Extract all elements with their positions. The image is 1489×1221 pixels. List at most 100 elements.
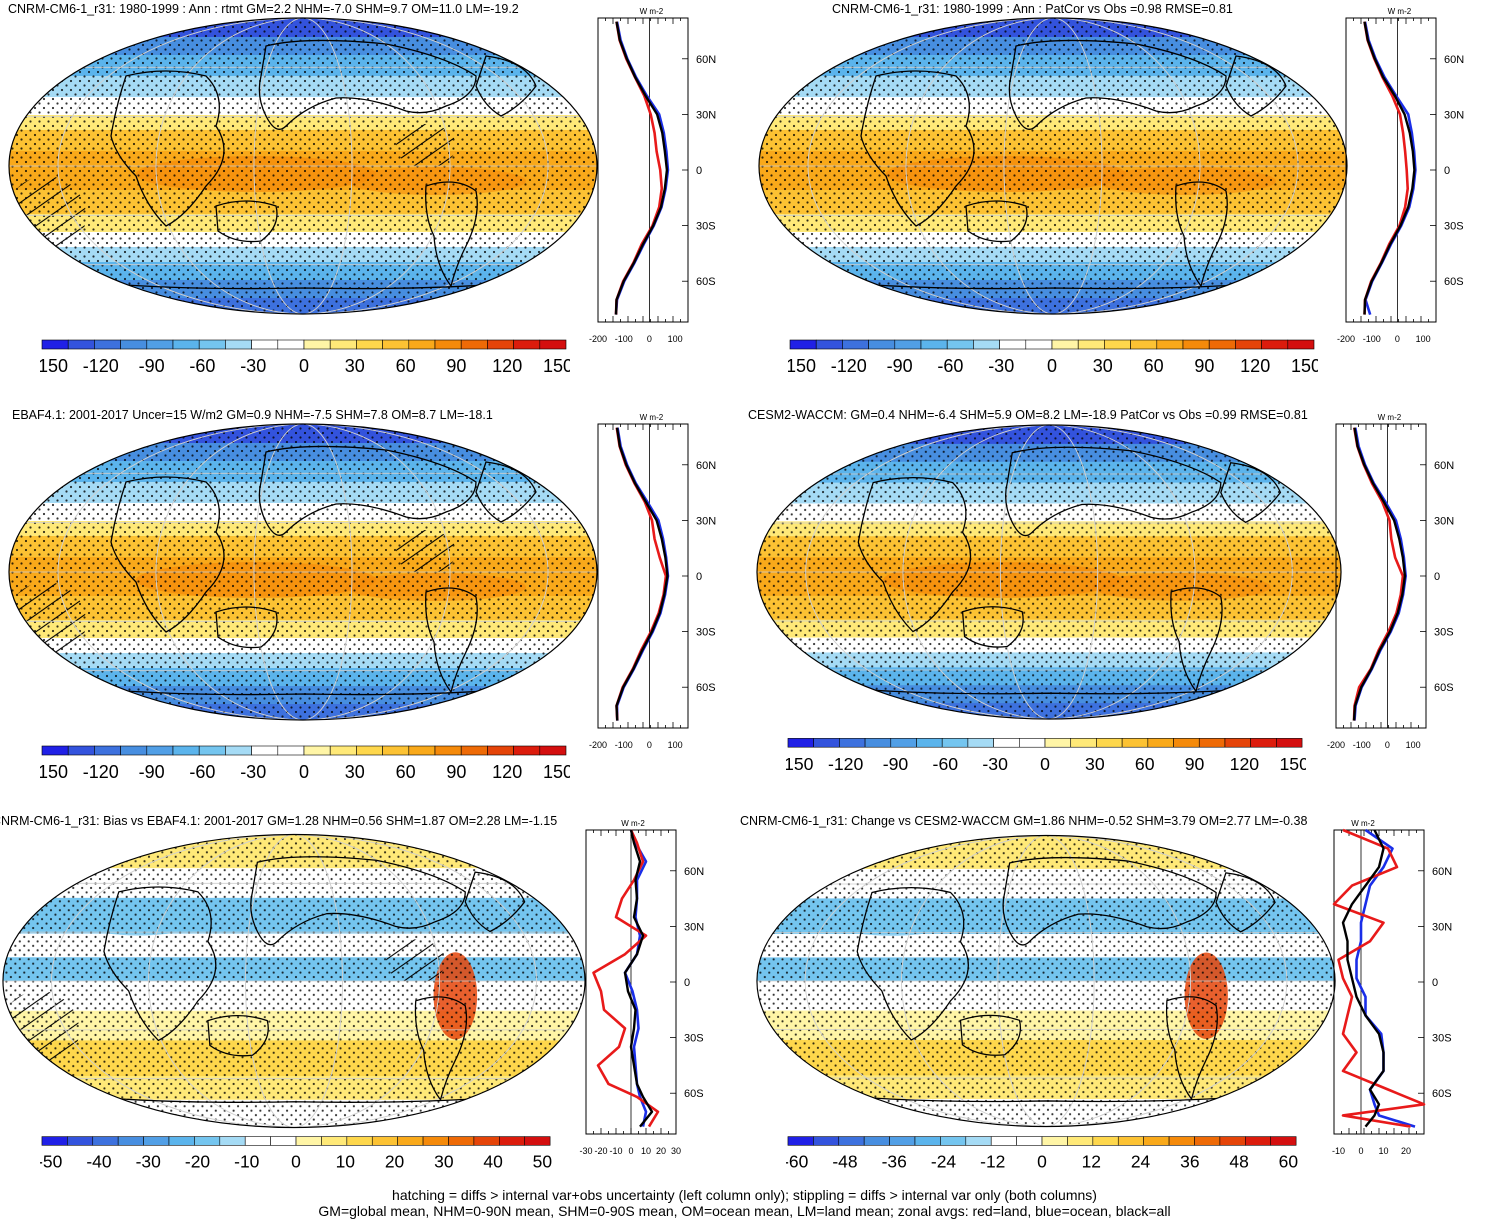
colorbar-box xyxy=(1067,1136,1094,1146)
hatching xyxy=(386,939,446,983)
coastline xyxy=(258,39,477,130)
colorbar-label: -20 xyxy=(185,1152,211,1172)
x-tick-label: 100 xyxy=(1416,334,1431,344)
unit-label: W m-2 xyxy=(1378,413,1402,422)
panel-title: CNRM-CM6-1_r31: Change vs CESM2-WACCM GM… xyxy=(740,814,1308,828)
colorbar-box xyxy=(1044,738,1072,748)
lat-tick-label: 30S xyxy=(1434,627,1454,639)
lat-tick-label: 30S xyxy=(684,1033,704,1045)
colorbar-label: 0 xyxy=(1040,754,1050,774)
colorbar-box xyxy=(1096,738,1123,748)
colorbar-box xyxy=(993,738,1020,748)
colorbar-label: -150 xyxy=(40,356,68,376)
panel-2: CNRM-CM6-1_r31: 1980-1999 : Ann : PatCor… xyxy=(748,0,1489,395)
colorbar-box xyxy=(277,745,305,756)
colorbar-box xyxy=(434,745,462,756)
colorbar-box xyxy=(1156,339,1184,350)
colorbar-box xyxy=(813,738,840,748)
lat-tick-label: 60S xyxy=(696,682,716,694)
graticule-lon xyxy=(51,834,537,1128)
colorbar-label: -40 xyxy=(86,1152,112,1172)
lat-tick-label: 30N xyxy=(684,921,704,933)
colorbar-box xyxy=(198,339,226,350)
colorbar-box xyxy=(146,745,174,756)
unit-label: W m-2 xyxy=(640,413,664,422)
colorbar-box xyxy=(434,339,462,350)
graticule-lon xyxy=(901,835,1191,1127)
panel-1: CNRM-CM6-1_r31: 1980-1999 : Ann : rtmt G… xyxy=(0,0,740,395)
colorbar-box xyxy=(270,1136,297,1146)
graticule-lon xyxy=(905,18,1201,314)
colorbar-box xyxy=(889,1136,916,1146)
colorbar-box xyxy=(914,1136,941,1146)
colorbar-box xyxy=(1025,339,1053,350)
coastline xyxy=(860,70,975,227)
colorbar-box xyxy=(67,1136,94,1146)
colorbar-box xyxy=(198,745,226,756)
colorbar-box xyxy=(356,745,383,756)
lat-tick-label: 0 xyxy=(1432,977,1438,989)
graticule-lon xyxy=(253,18,353,314)
colorbar-label: 90 xyxy=(1185,754,1205,774)
coastline xyxy=(965,200,1028,243)
colorbar-label: 60 xyxy=(1135,754,1155,774)
map-border xyxy=(8,17,598,315)
colorbar-box xyxy=(356,339,383,350)
colorbar-box xyxy=(41,1136,68,1146)
coastline xyxy=(1220,462,1282,524)
lat-tick-label: 60N xyxy=(696,460,716,472)
panel-title: CESM2-WACCM: GM=0.4 NHM=-6.4 SHM=5.9 OM=… xyxy=(748,408,1308,422)
colorbar-label: 150 xyxy=(543,762,570,782)
colorbar-label: 40 xyxy=(483,1152,503,1172)
map-border xyxy=(8,423,598,721)
colorbar-label: -60 xyxy=(786,1152,809,1172)
colorbar-box xyxy=(539,339,567,350)
colorbar-box xyxy=(67,339,95,350)
coastline xyxy=(1008,39,1227,130)
panel-title: CNRM-CM6-1_r31: 1980-1999 : Ann : PatCor… xyxy=(832,2,1233,16)
zonal-avg-all xyxy=(1363,21,1416,315)
colorbar-box xyxy=(1130,339,1158,350)
colorbar-box xyxy=(251,745,279,756)
x-tick-label: -200 xyxy=(589,334,607,344)
panel-title: EBAF4.1: 2001-2017 Uncer=15 W/m2 GM=0.9 … xyxy=(12,408,493,422)
graticule-lon xyxy=(155,18,451,314)
panel-title: CNRM-CM6-1_r31: 1980-1999 : Ann : rtmt G… xyxy=(8,2,519,16)
colorbar-box xyxy=(789,339,817,350)
colorbar-box xyxy=(1041,1136,1068,1146)
colorbar-label: 150 xyxy=(1291,356,1318,376)
x-tick-label: -200 xyxy=(1327,740,1345,750)
global-map xyxy=(2,833,586,1129)
zonal-avg-ocean xyxy=(1363,21,1417,315)
colorbar-label: 60 xyxy=(1279,1152,1299,1172)
colorbar-box xyxy=(1270,1136,1297,1146)
colorbar-box xyxy=(41,339,69,350)
unit-label: W m-2 xyxy=(1351,819,1375,828)
colorbar-label: -90 xyxy=(887,356,913,376)
panel-4: CESM2-WACCM: GM=0.4 NHM=-6.4 SHM=5.9 OM=… xyxy=(748,406,1489,801)
lat-tick-label: 60N xyxy=(696,54,716,66)
colorbar-box xyxy=(839,738,866,748)
coastline xyxy=(110,70,225,227)
global-map xyxy=(758,17,1348,315)
x-tick-label: 0 xyxy=(647,740,652,750)
colorbar-box xyxy=(967,738,994,748)
colorbar-label: -120 xyxy=(828,754,864,774)
colorbar-box xyxy=(1147,738,1174,748)
colorbar-label: 120 xyxy=(492,762,522,782)
colorbar-box xyxy=(120,339,148,350)
zonal-avg-ocean xyxy=(615,427,670,721)
footer-line-2: GM=global mean, NHM=0-90N mean, SHM=0-90… xyxy=(318,1203,1171,1219)
colorbar-label: -60 xyxy=(933,754,959,774)
lat-tick-label: 60S xyxy=(684,1088,704,1100)
x-tick-label: -10 xyxy=(1332,1146,1345,1156)
lat-tick-label: 30N xyxy=(696,515,716,527)
x-tick-label: -20 xyxy=(594,1146,607,1156)
colorbar-label: -150 xyxy=(786,754,814,774)
x-tick-label: -200 xyxy=(589,740,607,750)
colorbar-box xyxy=(965,1136,992,1146)
x-tick-label: -10 xyxy=(609,1146,622,1156)
colorbar-label: 0 xyxy=(299,762,309,782)
coastline xyxy=(215,606,278,649)
profile-frame xyxy=(597,17,689,323)
